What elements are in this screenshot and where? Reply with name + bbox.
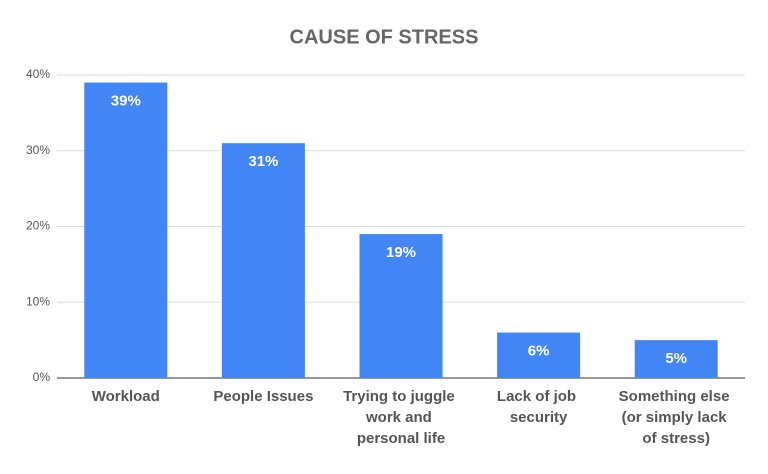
value-label: 31% (248, 153, 278, 170)
x-tick-label: Something else (or simply lack of stress… (619, 388, 734, 447)
value-label: 6% (528, 343, 550, 360)
y-tick-label: 40% (26, 67, 50, 81)
y-tick-label: 10% (26, 294, 50, 308)
y-tick-label: 30% (26, 143, 50, 157)
x-tick-label: People Issues (213, 388, 313, 405)
x-tick-label: Workload (92, 388, 160, 405)
x-tick-label: Trying to juggle work and personal life (343, 388, 459, 447)
bar (634, 340, 718, 378)
value-label: 5% (665, 350, 687, 367)
value-label: 19% (386, 244, 416, 261)
value-label: 39% (111, 93, 141, 110)
bar (221, 143, 305, 378)
x-tick-label: Lack of job security (497, 388, 580, 426)
bar (359, 234, 443, 378)
bar (497, 332, 581, 378)
y-tick-label: 0% (33, 370, 51, 384)
y-tick-label: 20% (26, 219, 50, 233)
chart-title: CAUSE OF STRESS (290, 26, 479, 48)
bar (84, 82, 168, 378)
